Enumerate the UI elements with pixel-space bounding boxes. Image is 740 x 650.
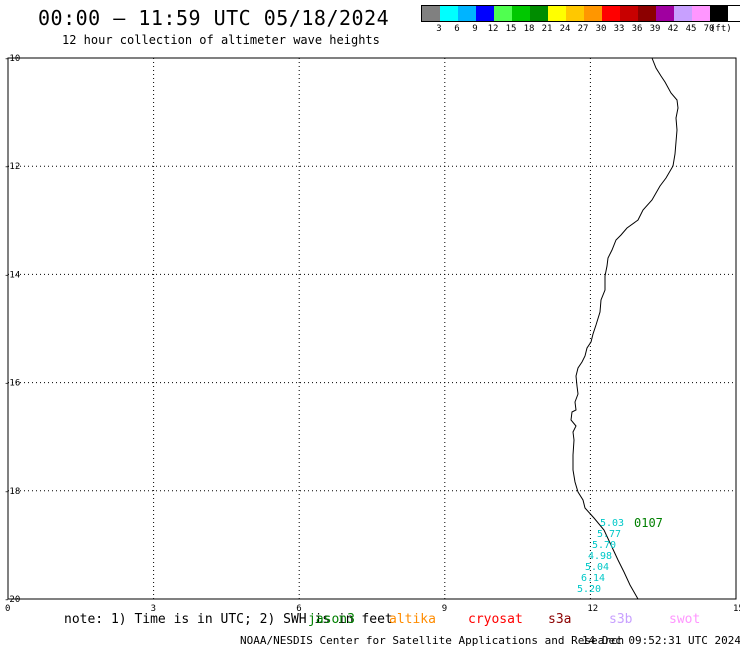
legend-tick-label: 12	[487, 24, 499, 34]
lat-label: -20	[4, 595, 20, 605]
legend-tick-label: 3	[436, 24, 442, 34]
legend-tick-label: 24	[559, 24, 571, 34]
lon-label: 6	[296, 604, 301, 614]
legend-swatch	[440, 6, 458, 21]
legend-tick-label: 15	[505, 24, 517, 34]
legend-swatches	[421, 5, 740, 22]
map-subtitle: 12 hour collection of altimeter wave hei…	[62, 33, 380, 47]
satellite-name: cryosat	[468, 612, 523, 627]
legend-swatch	[638, 6, 656, 21]
legend-swatch	[584, 6, 602, 21]
satellite-name: s3a	[548, 612, 572, 627]
lon-label: 9	[442, 604, 447, 614]
legend-swatch	[530, 6, 548, 21]
coastline	[570, 57, 679, 600]
lon-label: 15	[733, 604, 740, 614]
legend-swatch	[620, 6, 638, 21]
map-grid	[8, 58, 736, 599]
lat-label: -18	[4, 487, 20, 497]
wave-height-value: 5.70	[592, 540, 616, 551]
wave-height-value: 6.14	[581, 573, 605, 584]
legend-swatch	[566, 6, 584, 21]
legend-tick-label: 45	[685, 24, 697, 34]
lon-label: 3	[151, 604, 156, 614]
legend-tick-label: 30	[595, 24, 607, 34]
legend-swatch	[656, 6, 674, 21]
track-label: 0107	[634, 516, 663, 530]
legend-swatch	[476, 6, 494, 21]
wave-height-values: 5.035.775.704.985.046.145.20	[577, 518, 624, 595]
legend-swatch	[602, 6, 620, 21]
lat-label: -16	[4, 379, 20, 389]
legend-tick-label: 70	[703, 24, 715, 34]
legend-tick-label: 39	[649, 24, 661, 34]
satellite-name: altika	[389, 612, 436, 627]
legend-swatch	[548, 6, 566, 21]
footer-note: note: 1) Time is in UTC; 2) SWH is in fe…	[64, 612, 393, 627]
legend-swatch	[674, 6, 692, 21]
legend-tick-label: 42	[667, 24, 679, 34]
legend-tick-label: 21	[541, 24, 553, 34]
legend-swatch	[458, 6, 476, 21]
wave-height-value: 4.98	[588, 551, 612, 562]
legend-swatch	[692, 6, 710, 21]
lon-label: 0	[5, 604, 10, 614]
legend-swatch	[422, 6, 440, 21]
credit-line: NOAA/NESDIS Center for Satellite Applica…	[240, 634, 625, 647]
y-axis-labels: -10 -12 -14 -16 -18 -20	[4, 54, 20, 605]
wave-height-value: 5.77	[597, 529, 621, 540]
lon-label: 12	[587, 604, 598, 614]
wave-height-value: 5.03	[600, 518, 624, 529]
legend-unit: (ft)	[710, 24, 732, 34]
map-title: 00:00 – 11:59 UTC 05/18/2024	[38, 6, 390, 30]
satellite-name: s3b	[609, 612, 633, 627]
legend-ticks: (ft) 3 6 9 12 15 18 21 24 27 30 33 36 39 42 45 70	[421, 22, 740, 34]
wave-height-value: 5.20	[577, 584, 601, 595]
lat-label: -10	[4, 54, 20, 64]
legend-tick-label: 33	[613, 24, 625, 34]
legend-swatch	[710, 6, 728, 21]
legend-swatch	[494, 6, 512, 21]
generated-timestamp: 14 Dec 09:52:31 UTC 2024	[582, 634, 740, 647]
lat-label: -14	[4, 270, 20, 280]
legend-tick-label: 27	[577, 24, 589, 34]
x-axis-labels: 0 3 6 9 12 15	[5, 604, 740, 614]
map-frame	[7, 57, 737, 600]
satellite-name: swot	[669, 612, 701, 627]
wave-height-value: 5.04	[585, 562, 609, 573]
legend-swatch	[512, 6, 530, 21]
legend-tick-label: 18	[523, 24, 535, 34]
satellite-name: jason3	[308, 612, 355, 627]
color-legend: (ft) 3 6 9 12 15 18 21 24 27 30 33 36 39 42 45 70	[421, 5, 740, 34]
legend-tick-label: 6	[454, 24, 460, 34]
legend-tick-label: 36	[631, 24, 643, 34]
lat-label: -12	[4, 162, 20, 172]
legend-tick-label: 9	[472, 24, 478, 34]
